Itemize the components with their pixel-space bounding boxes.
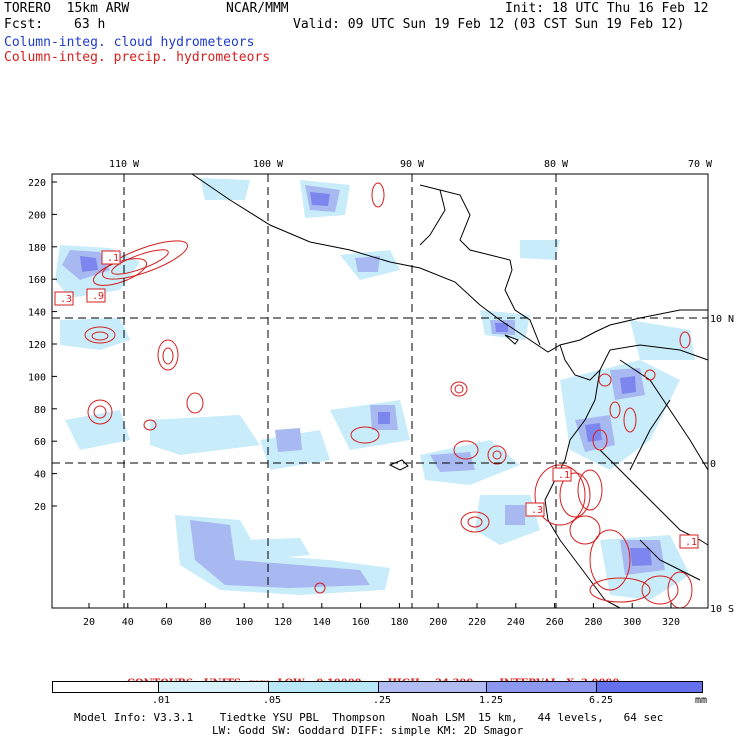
y-tick-label: 160 [28, 275, 46, 286]
contour-label: .9 [92, 291, 104, 302]
lon-label: 100 W [253, 159, 284, 170]
colorbar-segment [268, 681, 379, 693]
colorbar-segment [596, 681, 703, 693]
map-frame [51, 173, 709, 609]
x-tick-label: 80 [199, 617, 211, 628]
contour-label: .1 [107, 253, 119, 264]
contour-label: .3 [531, 505, 543, 516]
x-tick-label: 320 [662, 617, 680, 628]
y-tick-label: 120 [28, 340, 46, 351]
graticule [52, 174, 708, 608]
y-tick-labels: 220 200 180 160 140 120 100 80 60 40 20 [28, 178, 57, 513]
y-tick-label: 20 [34, 502, 46, 513]
x-tick-label: 180 [390, 617, 408, 628]
y-tick-label: 140 [28, 308, 46, 319]
lon-label: 110 W [109, 159, 140, 170]
lon-label: 70 W [688, 159, 713, 170]
valid-time: Valid: 09 UTC Sun 19 Feb 12 (03 CST Sun … [293, 17, 685, 32]
colorbar-segment [158, 681, 269, 693]
longitude-labels: 110 W 100 W 90 W 80 W 70 W [109, 159, 713, 170]
init-time: Init: 18 UTC Thu 16 Feb 12 [505, 1, 709, 16]
latitude-labels: 10 N 0 10 S [710, 314, 734, 615]
colorbar-unit: mm [695, 695, 708, 706]
x-tick-label: 40 [122, 617, 134, 628]
lat-label: 10 S [710, 604, 734, 615]
lat-label: 0 [710, 459, 716, 470]
contour-label-texts: .1 .3 .9 .1 .3 .1 [60, 253, 697, 548]
fcst-label: Fcst: [4, 17, 44, 32]
colorbar-label: .05 [263, 695, 282, 706]
precip-contours [84, 182, 693, 609]
y-tick-label: 80 [34, 405, 46, 416]
center-label: NCAR/MMM [226, 1, 289, 16]
x-tick-label: 20 [83, 617, 95, 628]
colorbar-segment [378, 681, 487, 693]
colorbar-label: .01 [152, 695, 171, 706]
model-info-line1: Model Info: V3.3.1 Tiedtke YSU PBL Thomp… [74, 711, 664, 724]
y-tick-label: 60 [34, 437, 46, 448]
lat-label: 10 N [710, 314, 734, 325]
colorbar-label: 1.25 [479, 695, 504, 706]
x-tick-label: 120 [274, 617, 292, 628]
y-tick-label: 220 [28, 178, 46, 189]
x-tick-label: 240 [507, 617, 525, 628]
contour-label: .1 [558, 470, 570, 481]
x-tick-label: 220 [468, 617, 486, 628]
y-tick-label: 200 [28, 210, 46, 221]
x-tick-label: 100 [235, 617, 253, 628]
contour-label: .3 [60, 294, 72, 305]
contour-label-boxes [54, 250, 699, 549]
coastlines [191, 173, 709, 609]
colorbar-segment [52, 681, 159, 693]
lon-label: 80 W [544, 159, 569, 170]
field-precip-label: Column-integ. precip. hydrometeors [4, 50, 271, 65]
contour-label: .1 [685, 537, 697, 548]
x-tick-label: 200 [429, 617, 447, 628]
x-tick-label: 280 [584, 617, 602, 628]
colorbar-segment [486, 681, 597, 693]
x-tick-labels: 20 40 60 80 100 120 140 160 180 200 220 240 260 280 30… [83, 603, 680, 628]
x-tick-label: 160 [352, 617, 370, 628]
colorbar-label: .25 [373, 695, 392, 706]
x-tick-label: 140 [313, 617, 331, 628]
field-cloud-label: Column-integ. cloud hydrometeors [4, 35, 255, 50]
model-title: TORERO 15km ARW [4, 1, 130, 16]
colorbar-label: 6.25 [589, 695, 614, 706]
y-tick-label: 40 [34, 470, 46, 481]
fcst-value: 63 h [74, 17, 106, 32]
x-tick-label: 300 [623, 617, 641, 628]
cloud-hydrometeor-shading [55, 178, 695, 600]
model-info-line2: LW: Godd SW: Goddard DIFF: simple KM: 2D… [212, 724, 524, 737]
x-tick-label: 260 [546, 617, 564, 628]
x-tick-label: 60 [161, 617, 173, 628]
lon-label: 90 W [400, 159, 425, 170]
y-tick-label: 100 [28, 372, 46, 383]
y-tick-label: 180 [28, 243, 46, 254]
